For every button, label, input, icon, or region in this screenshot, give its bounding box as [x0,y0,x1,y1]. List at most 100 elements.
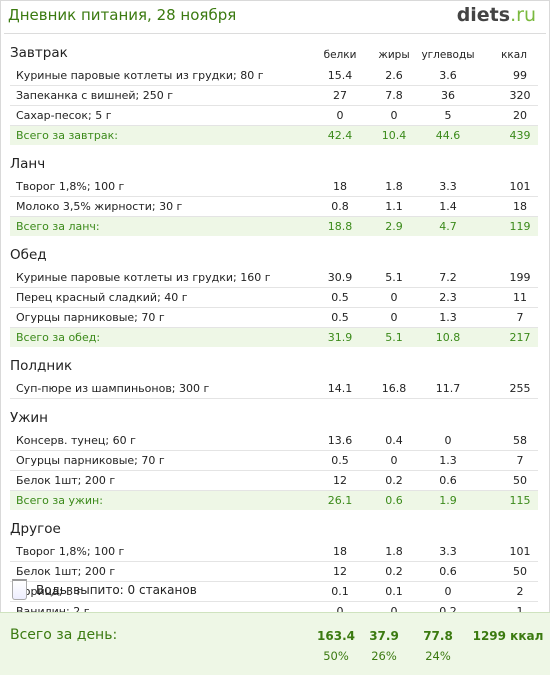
fat-value: 7.8 [385,89,403,102]
column-header-fat: жиры [378,49,410,61]
carbs-value: 5 [444,109,452,122]
food-row[interactable]: Суп-пюре из шампиньонов; 300 г 14.1 16.8 11… [10,379,538,399]
food-name: Белок 1шт; 200 г [16,474,116,487]
carbs-value: 3.6 [439,69,457,82]
food-row[interactable]: Запеканка с вишней; 250 г 27 7.8 36 320 [10,86,538,106]
fat-value: 0.2 [385,474,403,487]
total-label: Всего за завтрак: [16,129,119,142]
carbs-value: 1.9 [439,494,457,507]
food-row[interactable]: Сахар-песок; 5 г 0 0 5 20 [10,106,538,126]
carbs-value: 0 [444,434,452,447]
food-name: Суп-пюре из шампиньонов; 300 г [16,382,210,395]
carbs-value: 3.3 [439,180,457,193]
food-row[interactable]: Творог 1,8%; 100 г 18 1.8 3.3 101 [10,177,538,197]
carbs-value: 1.3 [439,311,457,324]
protein-value: 31.9 [327,331,353,344]
carbs-value: 36 [441,89,455,102]
food-row[interactable]: Консерв. тунец; 60 г 13.6 0.4 0 58 [10,431,538,451]
column-header-carbs: углеводы [421,49,475,61]
section-title: Завтрак [10,45,68,61]
fat-value: 0 [364,605,424,618]
section-total-row: Всего за завтрак: 42.4 10.4 44.6 439 [10,126,538,145]
protein-value: 27 [333,89,347,102]
food-name: Запеканка с вишней; 250 г [16,89,174,102]
kcal-value: 58 [513,434,527,447]
kcal-value: 20 [513,109,527,122]
fat-value: 5.1 [385,331,403,344]
food-name: Куриные паровые котлеты из грудки; 80 г [16,69,264,82]
food-name: Творог 1,8%; 100 г [16,545,125,558]
carbs-value: 0 [444,585,452,598]
protein-value: 30.9 [327,271,353,284]
day-total-label: Всего за день: [10,627,118,643]
carbs-value: 11.7 [435,382,461,395]
food-row[interactable]: Молоко 3,5% жирности; 30 г 0.8 1.1 1.4 18 [10,197,538,217]
food-name: Корица; 3 г [16,585,83,598]
column-header-kcal: ккал [501,49,527,61]
protein-value: 0 [310,605,370,618]
protein-value: 0.8 [331,200,349,213]
total-label: Всего за ланч: [16,220,100,233]
section-total-row: Всего за обед: 31.9 5.1 10.8 217 [10,328,538,347]
site-logo[interactable]: diets.ru [457,4,536,26]
protein-value: 0.5 [331,291,349,304]
section-header: Завтрак белки жиры углеводы ккал [0,40,550,66]
food-name: Куриные паровые котлеты из грудки; 160 г [16,271,271,284]
fat-value: 0.6 [385,494,403,507]
fat-value: 0 [390,291,398,304]
kcal-value: 11 [513,291,527,304]
meal-sections: Завтрак белки жиры углеводы ккал Куриные паро… [0,40,550,647]
fat-value: 0 [390,454,398,467]
carbs-value: 44.6 [435,129,461,142]
section-header: Ланч [0,151,550,177]
protein-value: 18.8 [327,220,353,233]
food-row[interactable]: Огурцы парниковые; 70 г 0.5 0 1.3 7 [10,451,538,471]
protein-value: 18 [333,180,347,193]
fat-value: 10.4 [381,129,407,142]
section-title: Другое [10,521,61,537]
food-row[interactable]: Творог 1,8%; 100 г 18 1.8 3.3 101 [10,542,538,562]
fat-value: 0.4 [385,434,403,447]
kcal-value: 217 [509,331,531,344]
total-label: Всего за обед: [16,331,101,344]
section-title: Полдник [10,358,73,374]
kcal-value: 99 [513,69,527,82]
kcal-value: 7 [516,454,524,467]
food-row[interactable]: Перец красный сладкий; 40 г 0.5 0 2.3 11 [10,288,538,308]
food-row[interactable]: Куриные паровые котлеты из грудки; 160 г… [10,268,538,288]
page-title: Дневник питания, 28 ноября [8,6,237,24]
day-carbs: 77.8 [423,629,453,643]
kcal-value: 7 [516,311,524,324]
kcal-value: 18 [513,200,527,213]
protein-value: 15.4 [327,69,353,82]
fat-value: 2.6 [385,69,403,82]
carbs-value: 10.8 [435,331,461,344]
section-total-row: Всего за ланч: 18.8 2.9 4.7 119 [10,217,538,236]
glass-icon [12,579,27,600]
water-text: Воды выпито: 0 стаканов [36,583,197,597]
day-total: Всего за день: 163.4 37.9 77.8 1299 ккал… [0,612,550,675]
kcal-value: 115 [509,494,531,507]
section-header: Обед [0,242,550,268]
day-protein-pct: 50% [323,649,349,663]
kcal-value: 50 [513,474,527,487]
food-row[interactable]: Огурцы парниковые; 70 г 0.5 0 1.3 7 [10,308,538,328]
food-row[interactable]: Куриные паровые котлеты из грудки; 80 г 1… [10,66,538,86]
section-header: Полдник [0,353,550,379]
carbs-value: 3.3 [439,545,457,558]
section-title: Ужин [10,410,48,426]
food-name: Огурцы парниковые; 70 г [16,311,165,324]
fat-value: 16.8 [381,382,407,395]
section-header: Ужин [0,405,550,431]
protein-value: 12 [333,565,347,578]
food-row[interactable]: Белок 1шт; 200 г 12 0.2 0.6 50 [10,562,538,582]
kcal-value: 50 [513,565,527,578]
protein-value: 0.1 [331,585,349,598]
food-row[interactable]: Белок 1шт; 200 г 12 0.2 0.6 50 [10,471,538,491]
day-kcal: 1299 ккал [472,629,544,643]
food-name: Сахар-песок; 5 г [16,109,112,122]
food-name: Белок 1шт; 200 г [16,565,116,578]
fat-value: 0.1 [385,585,403,598]
food-row[interactable]: Корица; 3 г 0.1 0.1 0 2 [10,582,538,602]
page-header: Дневник питания, 28 ноября diets.ru [0,0,550,34]
